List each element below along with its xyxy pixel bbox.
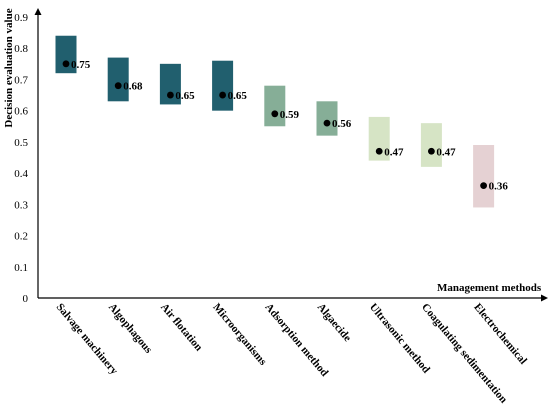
data-label: 0.59 [280,109,300,121]
y-axis-arrow [34,8,42,15]
y-tick-label: 0.5 [14,137,28,149]
range-bar [107,57,129,102]
value-marker [271,110,279,118]
y-tick-label: 0.9 [14,12,28,24]
data-label: 0.47 [436,146,456,158]
x-tick-label: Coagulating sedimentation [419,301,509,405]
y-tick-label: 0.4 [14,168,28,180]
y-tick-label: 0 [23,293,29,305]
range-bar [368,116,390,161]
y-tick-labels: 0 0.1 0.2 0.3 0.4 0.5 0.6 0.7 0.8 0.9 [14,12,28,305]
value-marker [219,91,227,99]
range-bar [212,60,234,111]
value-markers [62,60,487,190]
x-tick-label: Air flotation [158,301,205,353]
value-marker [62,60,70,68]
x-axis-arrow [541,294,548,302]
range-bar [420,123,442,167]
y-tick-label: 0.7 [14,74,28,86]
data-label: 0.47 [384,146,404,158]
value-labels: 0.75 0.68 0.65 0.65 0.59 0.56 0.47 0.47 0.36 [71,59,508,193]
y-tick-label: 0.6 [14,106,28,118]
value-marker [375,147,383,155]
range-bar [316,101,338,136]
value-marker [323,119,331,127]
y-tick-label: 0.2 [14,231,28,243]
data-label: 0.68 [123,81,143,93]
value-marker [480,182,487,190]
y-tick-label: 0.3 [14,199,28,211]
y-tick-label: 0.1 [14,262,28,274]
x-axis-title: Management methods [437,282,542,294]
axes [34,8,548,302]
x-tick-label: Electrochemical [471,301,529,367]
value-marker [428,147,435,155]
x-tick-label: Microorganisms [210,301,269,368]
range-bar [264,85,286,127]
data-label: 0.75 [71,59,91,71]
data-label: 0.36 [489,181,509,193]
data-label: 0.56 [332,118,352,130]
value-marker [114,82,122,90]
y-tick-label: 0.8 [14,43,28,55]
value-marker [167,91,174,99]
data-label: 0.65 [228,90,248,102]
range-bar [473,145,495,208]
range-bar [159,63,181,105]
data-label: 0.65 [175,90,195,102]
x-tick-label: Algaecide [315,301,354,344]
range-bars [55,35,495,208]
x-tick-label: Algophagous [106,301,155,356]
y-axis-title: Decision evaluation value [3,8,15,127]
range-bar [55,35,77,74]
